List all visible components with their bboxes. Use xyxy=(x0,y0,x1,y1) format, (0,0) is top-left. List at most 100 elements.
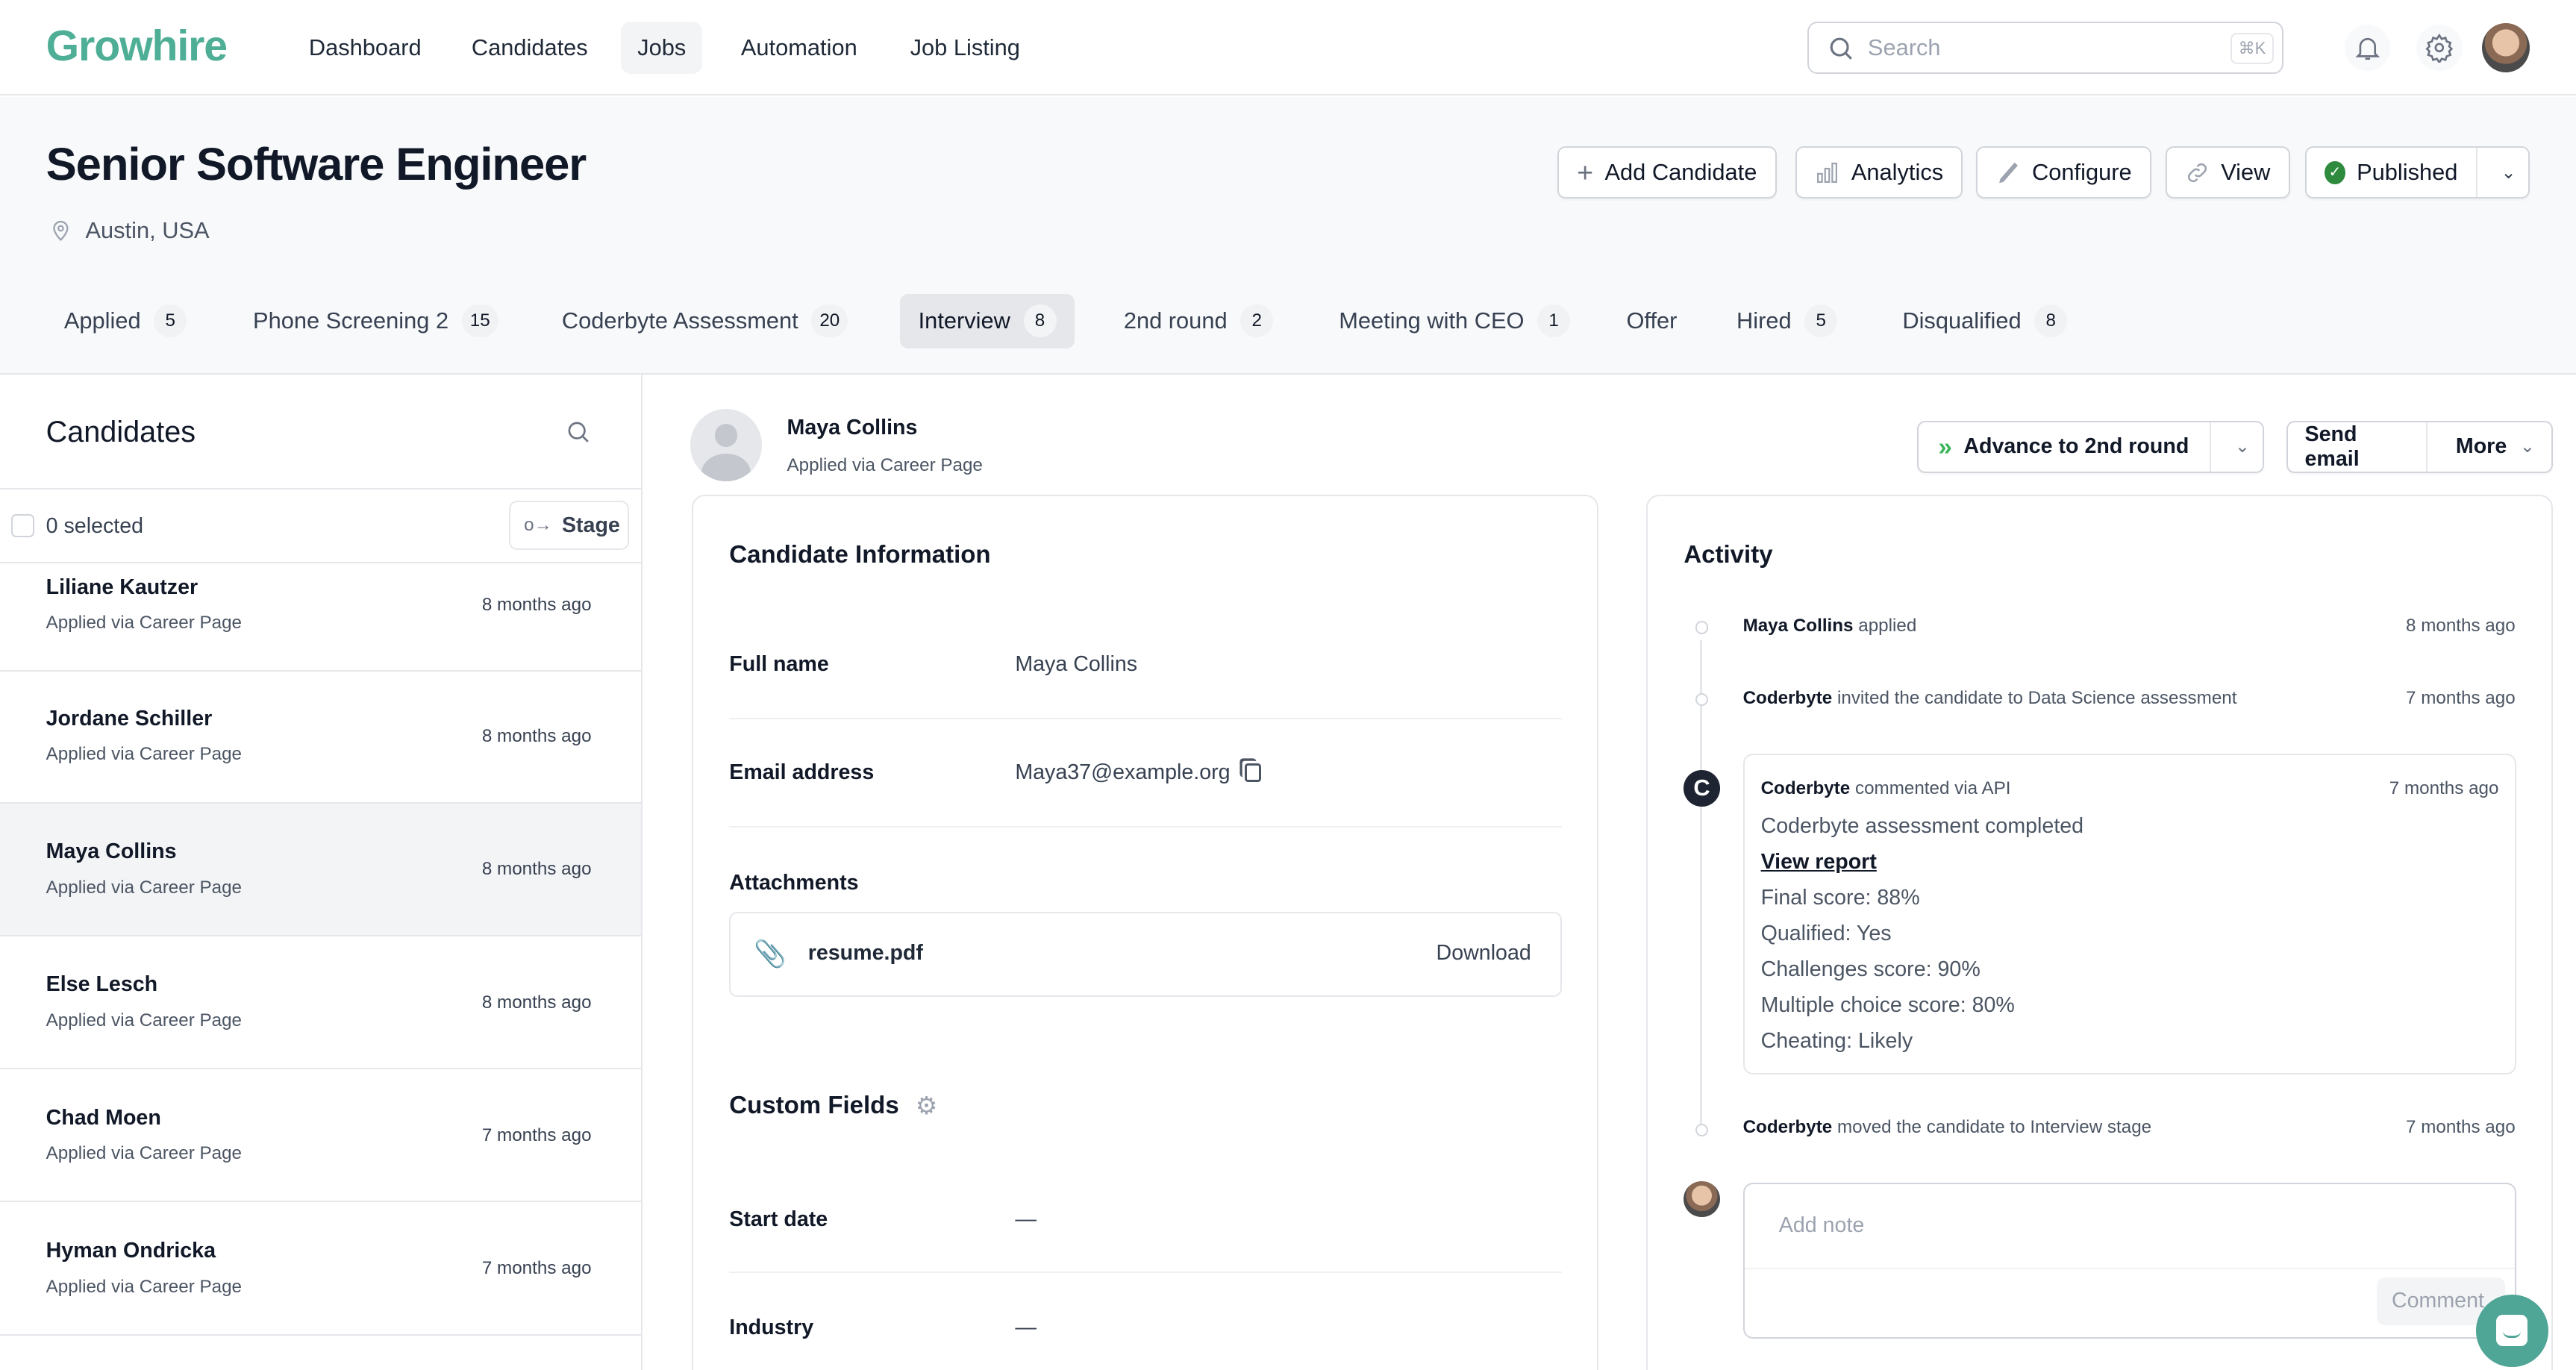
more-button[interactable]: More ⌄ xyxy=(2455,434,2536,459)
page-title: Senior Software Engineer xyxy=(46,138,587,190)
divider xyxy=(0,487,641,490)
candidate-source: Applied via Career Page xyxy=(46,1010,242,1030)
tab-2nd-round[interactable]: 2nd round 2 xyxy=(1106,294,1292,348)
tab-offer[interactable]: Offer xyxy=(1608,294,1695,348)
tab-label: Hired xyxy=(1736,307,1792,334)
tab-count-badge: 8 xyxy=(2034,304,2068,338)
view-report-link[interactable]: View report xyxy=(1760,849,1877,874)
comment-body: Coderbyte assessment completed View repo… xyxy=(1761,808,2084,1059)
file-name[interactable]: resume.pdf xyxy=(807,941,923,966)
tab-count-badge: 1 xyxy=(1537,304,1571,338)
download-button[interactable]: Download xyxy=(1436,941,1531,966)
view-button[interactable]: View xyxy=(2165,146,2290,199)
tab-phone-screening-2[interactable]: Phone Screening 2 15 xyxy=(235,294,516,348)
tab-hired[interactable]: Hired 5 xyxy=(1719,294,1856,348)
settings-button[interactable] xyxy=(2416,25,2463,71)
logo[interactable]: Growhire xyxy=(46,22,228,70)
pencil-icon xyxy=(1998,162,2018,183)
divider xyxy=(1744,1268,2516,1270)
tab-meeting-with-ceo[interactable]: Meeting with CEO 1 xyxy=(1321,294,1588,348)
attachment-item[interactable]: 📎 resume.pdf Download xyxy=(729,911,1563,998)
card-title: Candidate Information xyxy=(729,540,991,569)
tab-label: Interview xyxy=(918,307,1010,334)
stage-button[interactable]: o→ Stage xyxy=(509,501,630,551)
tab-label: 2nd round xyxy=(1123,307,1228,334)
divider xyxy=(729,826,1563,828)
paperclip-icon: 📎 xyxy=(754,939,787,969)
advance-split-button[interactable]: » Advance to 2nd round ⌄ xyxy=(1917,420,2264,474)
selected-count: 0 selected xyxy=(46,514,144,539)
top-nav: Growhire Dashboard Candidates Jobs Autom… xyxy=(0,0,2576,96)
candidate-name: Maya Collins xyxy=(46,839,177,863)
link-icon xyxy=(2187,163,2207,182)
move-arrow-icon: o→ xyxy=(524,515,552,536)
chevron-down-icon[interactable]: ⌄ xyxy=(2501,162,2516,183)
candidate-list-item[interactable]: Liliane Kautzer Applied via Career Page 8 … xyxy=(0,563,641,672)
analytics-button[interactable]: Analytics xyxy=(1795,146,1963,199)
chevron-down-icon[interactable]: ⌄ xyxy=(2234,437,2251,457)
candidate-time: 8 months ago xyxy=(481,859,592,880)
candidate-name: Maya Collins xyxy=(787,415,918,440)
tab-count-badge: 20 xyxy=(811,304,848,338)
copy-icon[interactable] xyxy=(1245,763,1262,782)
tab-label: Applied xyxy=(63,307,141,334)
custom-fields-heading: Custom Fields ⚙ xyxy=(729,1091,938,1119)
assessment-result-line: Qualified: Yes xyxy=(1760,921,1892,945)
candidate-list-item[interactable]: Maya Collins Applied via Career Page 8 mon… xyxy=(0,803,641,936)
divider xyxy=(729,1271,1563,1273)
timeline-line xyxy=(1700,640,1702,1133)
advance-button[interactable]: » Advance to 2nd round xyxy=(1919,422,2211,472)
comment-card: Coderbyte commented via API 7 months ago… xyxy=(1742,754,2517,1075)
nav-job-listing[interactable]: Job Listing xyxy=(910,34,1020,60)
note-placeholder: Add note xyxy=(1778,1213,1865,1238)
notifications-button[interactable] xyxy=(2344,25,2391,71)
nav-candidates[interactable]: Candidates xyxy=(471,34,588,60)
shortcut-hint: ⌘K xyxy=(2230,32,2275,64)
activity-time: 7 months ago xyxy=(2406,1116,2516,1137)
add-candidate-button[interactable]: + Add Candidate xyxy=(1557,146,1777,199)
activity-event: Maya Collins applied xyxy=(1742,616,1917,636)
tab-count-badge: 8 xyxy=(1023,304,1057,338)
search-input[interactable]: Search ⌘K xyxy=(1807,21,2284,75)
tab-applied[interactable]: Applied 5 xyxy=(46,294,205,348)
nav-jobs[interactable]: Jobs xyxy=(621,21,703,75)
candidate-name: Else Lesch xyxy=(46,972,158,997)
bar-chart-icon xyxy=(1817,162,1838,183)
card-title: Activity xyxy=(1684,540,1773,569)
candidate-list-item[interactable]: Jordane Schiller Applied via Career Page 8… xyxy=(0,670,641,804)
candidate-time: 8 months ago xyxy=(481,726,592,747)
panel-title: Candidates xyxy=(46,415,196,448)
nav-dashboard[interactable]: Dashboard xyxy=(308,34,422,60)
candidate-source: Applied via Career Page xyxy=(46,1276,242,1297)
candidate-list-item[interactable]: Chad Moen Applied via Career Page 7 months… xyxy=(0,1069,641,1203)
chat-widget-button[interactable] xyxy=(2475,1294,2548,1367)
select-all-checkbox[interactable] xyxy=(11,514,35,537)
email-label: Email address xyxy=(729,760,875,785)
tab-label: Phone Screening 2 xyxy=(253,307,449,334)
check-circle-icon: ✓ xyxy=(2324,160,2345,184)
configure-button[interactable]: Configure xyxy=(1976,146,2151,199)
candidate-list-item[interactable]: Hyman Ondricka Applied via Career Page 7 m… xyxy=(0,1202,641,1336)
published-status[interactable]: ✓ Published xyxy=(2307,147,2477,198)
coderbyte-logo-icon: C xyxy=(1684,770,1720,807)
tab-interview[interactable]: Interview 8 xyxy=(900,294,1075,348)
published-status-button[interactable]: ✓ Published ⌄ xyxy=(2304,146,2530,199)
nav-automation[interactable]: Automation xyxy=(740,34,857,60)
gear-icon[interactable]: ⚙ xyxy=(915,1091,938,1119)
candidate-list-item[interactable]: Else Lesch Applied via Career Page 8 month… xyxy=(0,936,641,1070)
timeline-dot xyxy=(1695,1123,1709,1137)
tab-count-badge: 15 xyxy=(461,304,498,338)
candidate-name: Jordane Schiller xyxy=(46,706,213,731)
candidate-source: Applied via Career Page xyxy=(46,613,242,634)
send-email-button[interactable]: Send email xyxy=(2288,422,2428,472)
search-placeholder: Search xyxy=(1867,34,1941,61)
add-note-input[interactable]: Add note Comment xyxy=(1742,1182,2517,1339)
user-avatar[interactable] xyxy=(2482,22,2530,72)
search-icon[interactable] xyxy=(565,419,591,445)
tab-coderbyte-assessment[interactable]: Coderbyte Assessment 20 xyxy=(544,294,866,348)
candidate-time: 7 months ago xyxy=(481,1125,592,1146)
bell-icon xyxy=(2354,37,2380,60)
tab-disqualified[interactable]: Disqualified 8 xyxy=(1884,294,2085,348)
comment-time: 7 months ago xyxy=(2389,778,2499,799)
user-avatar xyxy=(1684,1180,1720,1218)
